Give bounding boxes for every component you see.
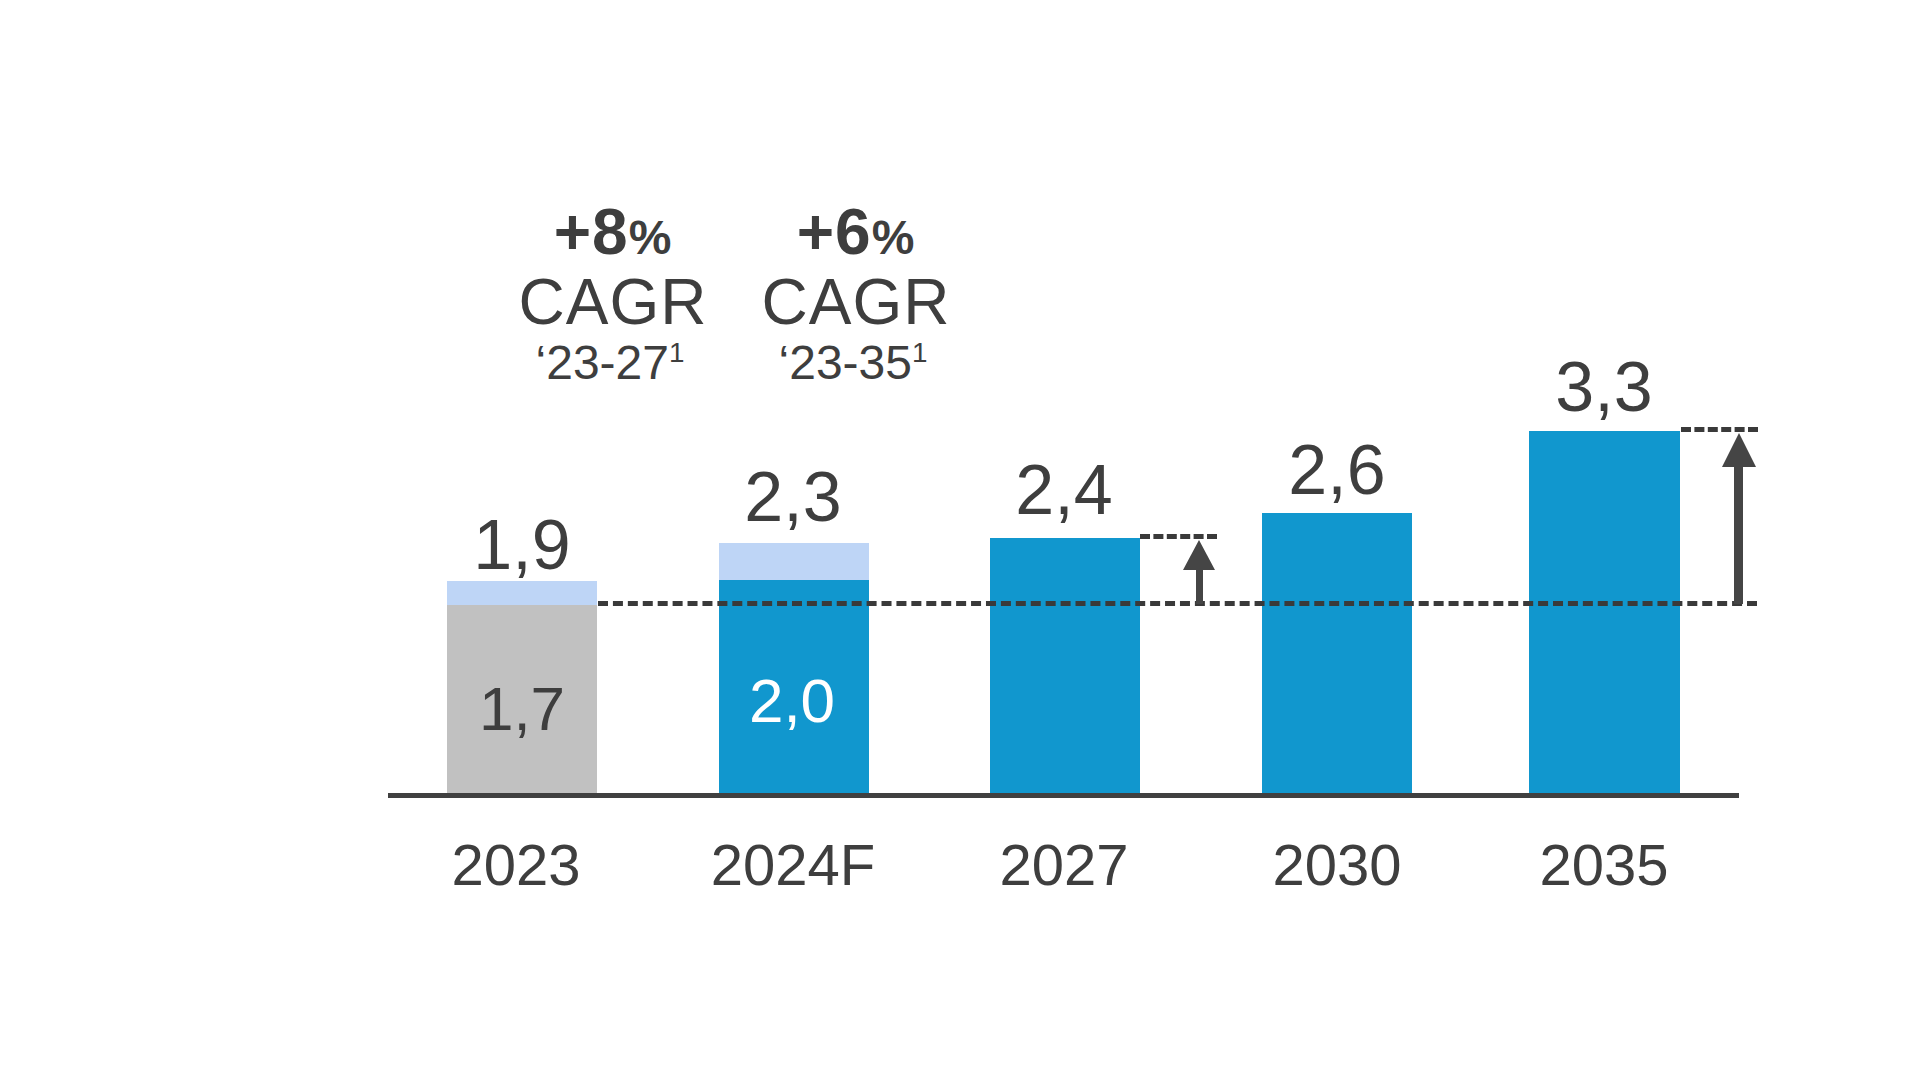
x-axis-label-2035: 2035 [1539, 836, 1668, 894]
footnote-superscript: 1 [912, 337, 927, 368]
cagr-period-text: ‘23-27 [536, 336, 669, 389]
bar-total-label-2035: 3,3 [1555, 352, 1652, 422]
bar-2030 [1262, 513, 1412, 795]
bar-inner-label-2024f: 2,0 [749, 670, 835, 732]
growth-arrow-small-shaft [1196, 566, 1203, 604]
footnote-superscript: 1 [669, 337, 684, 368]
bar-2023-cap-segment [447, 581, 597, 605]
chart-canvas: +8% CAGR ‘23-271 +6% CAGR ‘23-351 1,9 2,… [0, 0, 1920, 1084]
cagr-label: CAGR [519, 270, 708, 334]
bar-total-label-2030: 2,6 [1288, 435, 1385, 505]
x-axis-label-2023: 2023 [451, 836, 580, 894]
bar-2024f-cap-segment [719, 543, 869, 580]
bar-total-label-2024f: 2,3 [744, 462, 841, 532]
bar-total-label-2023: 1,9 [473, 510, 570, 580]
target-level-dashed-line-2027 [1140, 534, 1217, 539]
cagr-period: ‘23-351 [779, 339, 928, 387]
bar-inner-label-2023: 1,7 [479, 678, 565, 740]
x-axis-label-2030: 2030 [1272, 836, 1401, 894]
bar-2027 [990, 538, 1140, 795]
target-level-dashed-line-2035 [1681, 427, 1758, 432]
x-axis-line [388, 793, 1739, 798]
x-axis-label-2027: 2027 [999, 836, 1128, 894]
x-axis-label-2024f: 2024F [711, 836, 875, 894]
cagr-pct-number: +6 [797, 196, 872, 268]
cagr-pct-number: +8 [554, 196, 629, 268]
percent-sign: % [629, 211, 673, 264]
cagr-label: CAGR [762, 270, 951, 334]
growth-arrow-large-head-icon [1722, 433, 1756, 467]
cagr-pct-value: +8% [554, 200, 673, 264]
baseline-dashed-line [598, 601, 1757, 606]
percent-sign: % [872, 211, 916, 264]
growth-arrow-large-shaft [1734, 463, 1743, 604]
bar-2035 [1529, 431, 1680, 795]
bar-total-label-2027: 2,4 [1015, 455, 1112, 525]
cagr-pct-value: +6% [797, 200, 916, 264]
cagr-period: ‘23-271 [536, 339, 685, 387]
cagr-period-text: ‘23-35 [779, 336, 912, 389]
